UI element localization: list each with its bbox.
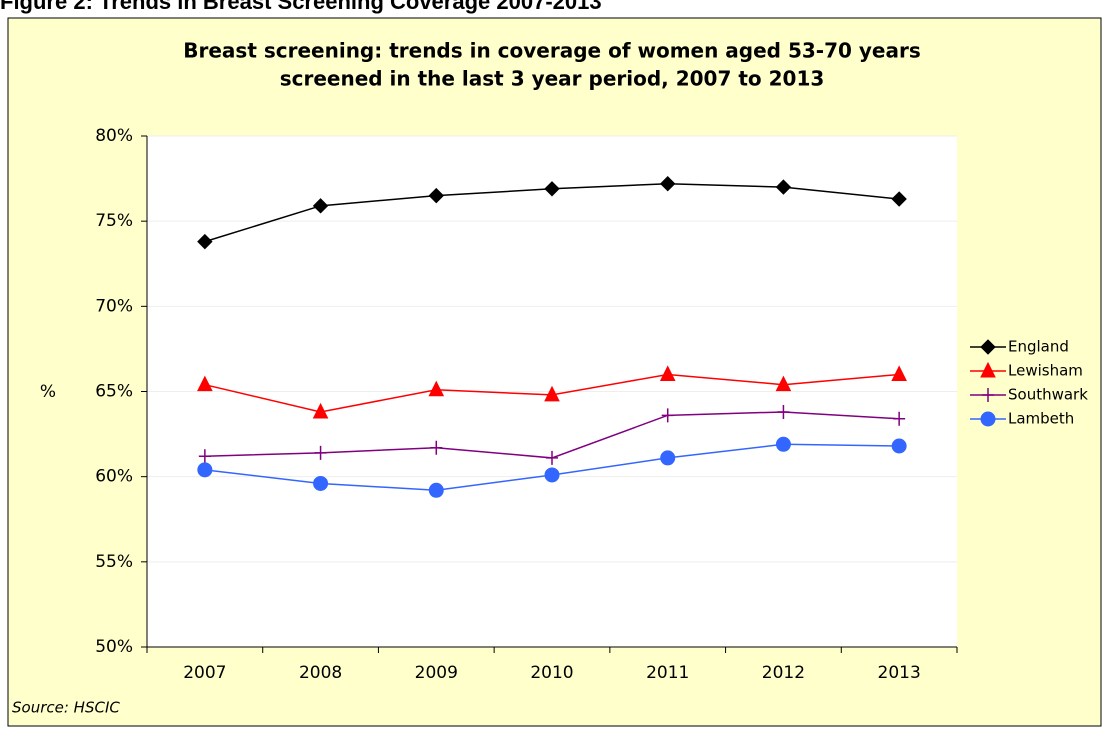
source-note: Source: HSCIC — [12, 699, 120, 717]
chart-title: screened in the last 3 year period, 2007… — [280, 67, 825, 91]
chart-title: Breast screening: trends in coverage of … — [183, 39, 921, 63]
x-tick-label: 2012 — [762, 663, 805, 683]
y-tick-label: 60% — [95, 467, 133, 487]
y-tick-label: 65% — [95, 382, 133, 402]
marker — [891, 191, 907, 207]
marker — [312, 198, 329, 214]
marker — [775, 179, 792, 195]
x-tick-label: 2008 — [299, 663, 342, 683]
y-axis-label: % — [40, 382, 56, 402]
marker — [313, 475, 329, 491]
y-tick-label: 70% — [95, 296, 133, 316]
legend-marker — [980, 339, 996, 355]
marker — [312, 402, 329, 419]
marker — [660, 175, 676, 192]
legend-marker — [980, 361, 996, 378]
marker — [775, 436, 791, 452]
y-tick-label: 80% — [95, 126, 133, 146]
legend-label: Lewisham — [1008, 362, 1083, 380]
figure-caption: Figure 2: Trends in Breast Screening Cov… — [0, 0, 602, 14]
marker — [198, 449, 211, 464]
marker — [197, 233, 213, 250]
y-tick-label: 50% — [95, 637, 133, 657]
marker — [197, 375, 213, 392]
x-tick-label: 2010 — [530, 663, 573, 683]
marker — [544, 385, 560, 402]
x-tick-label: 2011 — [646, 663, 689, 683]
x-tick-label: 2007 — [183, 663, 226, 683]
legend-marker — [982, 388, 994, 402]
marker — [546, 450, 558, 465]
marker — [661, 408, 674, 423]
marker — [430, 440, 443, 455]
marker — [893, 411, 906, 426]
x-tick-label: 2013 — [878, 663, 921, 683]
marker — [777, 404, 790, 419]
marker — [891, 438, 907, 454]
legend-label: England — [1008, 338, 1069, 356]
legend-label: Southwark — [1008, 386, 1088, 404]
x-tick-label: 2009 — [415, 663, 458, 683]
marker — [197, 462, 213, 478]
marker — [660, 450, 676, 466]
marker — [544, 181, 560, 197]
y-tick-label: 75% — [95, 211, 133, 231]
marker — [428, 482, 444, 498]
legend-label: Lambeth — [1008, 410, 1074, 428]
marker — [544, 467, 560, 483]
y-tick-label: 55% — [95, 552, 133, 572]
marker — [314, 445, 327, 460]
marker — [659, 365, 676, 381]
legend-marker — [980, 411, 996, 427]
marker — [775, 375, 792, 392]
marker — [428, 187, 444, 204]
marker — [428, 380, 445, 397]
marker — [891, 365, 907, 381]
